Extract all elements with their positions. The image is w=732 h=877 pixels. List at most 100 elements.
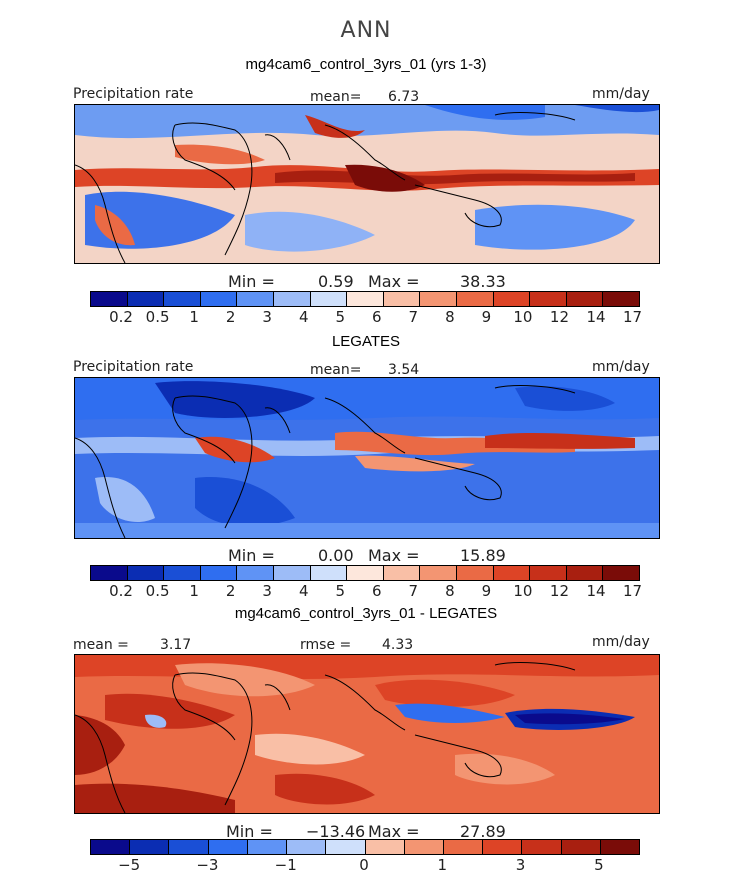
colorbar-swatch <box>127 566 165 580</box>
panel3-max-label: Max = <box>368 822 420 841</box>
colorbar-tick-label: 2 <box>225 308 236 326</box>
panel1-mean-value: 6.73 <box>388 89 420 105</box>
colorbar-tick-label: −1 <box>274 856 297 874</box>
panel2-map <box>74 377 660 539</box>
colorbar-swatch <box>91 566 128 580</box>
colorbar-swatch <box>456 566 494 580</box>
colorbar-swatch <box>273 292 311 306</box>
colorbar-swatch <box>566 566 604 580</box>
colorbar-swatch <box>600 840 640 854</box>
panel2-mean-value: 3.54 <box>388 362 420 378</box>
colorbar-swatch <box>530 566 567 580</box>
colorbar-swatch <box>208 840 248 854</box>
panel1-max-value: 38.33 <box>460 272 506 291</box>
colorbar-swatch <box>566 292 604 306</box>
colorbar-tick-label: −5 <box>118 856 141 874</box>
panel2-max-label: Max = <box>368 546 420 565</box>
colorbar-swatch <box>404 840 444 854</box>
panel1-min-label: Min = <box>228 272 275 291</box>
panel2-map-graphic <box>75 378 659 538</box>
panel3-min-label: Min = <box>226 822 273 841</box>
colorbar-swatch <box>287 840 327 854</box>
panel3-colorbar <box>90 839 640 855</box>
colorbar-swatch <box>383 292 421 306</box>
colorbar-tick-label: 5 <box>335 582 346 600</box>
colorbar-swatch <box>603 566 639 580</box>
panel2-min-value: 0.00 <box>318 546 354 565</box>
panel3-map-graphic <box>75 655 659 813</box>
colorbar-tick-label: 8 <box>445 582 455 600</box>
panel1-colorbar <box>90 291 640 307</box>
panel3-rmse-label: rmse = <box>300 637 352 653</box>
colorbar-tick-label: 0.5 <box>145 308 170 326</box>
colorbar-swatch <box>347 292 384 306</box>
colorbar-tick-label: 3 <box>515 856 526 874</box>
colorbar-tick-label: 8 <box>445 308 455 326</box>
panel3-mean-value: 3.17 <box>160 637 192 653</box>
colorbar-tick-label: 0.5 <box>145 582 170 600</box>
colorbar-tick-label: 3 <box>262 308 272 326</box>
colorbar-swatch <box>200 292 238 306</box>
panel3-title: mg4cam6_control_3yrs_01 - LEGATES <box>234 605 498 622</box>
colorbar-tick-label: 12 <box>549 308 569 326</box>
colorbar-swatch <box>493 566 531 580</box>
colorbar-swatch <box>493 292 531 306</box>
colorbar-swatch <box>456 292 494 306</box>
panel2-max-value: 15.89 <box>460 546 506 565</box>
colorbar-swatch <box>347 566 384 580</box>
colorbar-swatch <box>237 566 274 580</box>
colorbar-swatch <box>237 292 274 306</box>
panel1-title: mg4cam6_control_3yrs_01 (yrs 1-3) <box>245 56 487 73</box>
panel3-mean-label: mean = <box>73 637 129 653</box>
colorbar-swatch <box>273 566 311 580</box>
colorbar-swatch <box>169 840 209 854</box>
colorbar-swatch <box>130 840 170 854</box>
colorbar-tick-label: 2 <box>225 582 236 600</box>
panel2-variable-label: Precipitation rate <box>73 359 194 375</box>
panel1-max-label: Max = <box>368 272 420 291</box>
colorbar-tick-label: 1 <box>437 856 448 874</box>
colorbar-tick-label: 1 <box>189 308 199 326</box>
panel1-min-value: 0.59 <box>318 272 354 291</box>
colorbar-tick-label: 0 <box>359 856 369 874</box>
colorbar-swatch <box>420 292 457 306</box>
colorbar-tick-label: 0.2 <box>109 308 133 326</box>
panel2-colorbar-ticks: 0.2 0.5 1 2 3 4 5 6 7 8 9 10 12 14 17 <box>90 582 642 600</box>
colorbar-swatch <box>561 840 601 854</box>
panel3-max-value: 27.89 <box>460 822 506 841</box>
colorbar-swatch <box>200 566 238 580</box>
colorbar-swatch <box>603 292 639 306</box>
colorbar-tick-label: 10 <box>513 582 533 600</box>
colorbar-swatch <box>127 292 165 306</box>
colorbar-tick-label: 10 <box>513 308 533 326</box>
colorbar-tick-label: 5 <box>594 856 604 874</box>
panel2-colorbar <box>90 565 640 581</box>
colorbar-tick-label: 1 <box>189 582 199 600</box>
colorbar-tick-label: 9 <box>481 582 492 600</box>
colorbar-swatch <box>443 840 484 854</box>
colorbar-swatch <box>310 292 348 306</box>
colorbar-tick-label: −3 <box>196 856 219 874</box>
colorbar-swatch <box>522 840 562 854</box>
panel1-mean-label: mean= <box>310 89 362 105</box>
panel2-min-label: Min = <box>228 546 275 565</box>
panel1-colorbar-ticks: 0.2 0.5 1 2 3 4 5 6 7 8 9 10 12 14 17 <box>90 308 642 326</box>
colorbar-tick-label: 0.2 <box>109 582 133 600</box>
panel2-mean-label: mean= <box>310 362 362 378</box>
colorbar-swatch <box>91 840 131 854</box>
panel1-variable-label: Precipitation rate <box>73 86 194 102</box>
panel3-min-value: −13.46 <box>306 822 366 841</box>
colorbar-tick-label: 5 <box>335 308 346 326</box>
colorbar-tick-label: 6 <box>372 582 382 600</box>
colorbar-tick-label: 14 <box>586 308 606 326</box>
figure-title: ANN <box>340 18 392 43</box>
colorbar-tick-label: 3 <box>262 582 272 600</box>
panel1-map-graphic <box>75 105 659 263</box>
colorbar-tick-label: 17 <box>622 308 643 326</box>
panel1-units: mm/day <box>592 86 650 102</box>
colorbar-swatch <box>365 840 405 854</box>
colorbar-swatch <box>164 566 201 580</box>
colorbar-tick-label: 7 <box>408 308 419 326</box>
panel3-units: mm/day <box>592 634 650 650</box>
colorbar-tick-label: 6 <box>372 308 382 326</box>
